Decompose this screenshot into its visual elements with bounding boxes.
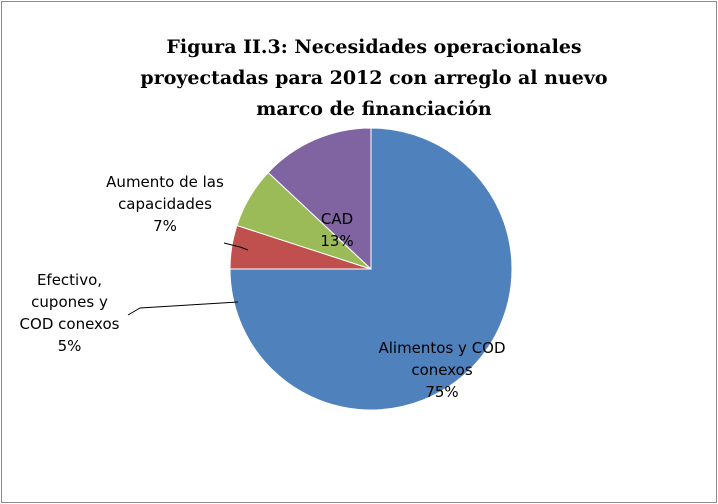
- category-label: Alimentos y COD conexos: [378, 339, 506, 379]
- chart-title: Figura II.3: Necesidades operacionales p…: [140, 36, 608, 120]
- leader-line: [127, 301, 239, 316]
- pie-slice: [267, 127, 372, 271]
- value-label: 7%: [153, 217, 177, 235]
- slice-label: Alimentos y COD conexos 75%: [367, 337, 517, 403]
- pie-slice: [229, 127, 513, 411]
- value-label: 75%: [425, 383, 459, 401]
- category-label: Aumento de las capacidades: [106, 173, 224, 213]
- slice-label: Aumento de las capacidades 7%: [100, 171, 230, 237]
- slice-label: Efectivo, cupones y COD conexos 5%: [12, 269, 127, 357]
- value-label: 13%: [320, 232, 354, 250]
- category-label: CAD: [320, 210, 354, 228]
- category-label: Efectivo, cupones y COD conexos: [19, 271, 120, 333]
- value-label: 5%: [57, 337, 82, 355]
- leader-line: [223, 242, 249, 251]
- slice-label: CAD 13%: [307, 208, 367, 252]
